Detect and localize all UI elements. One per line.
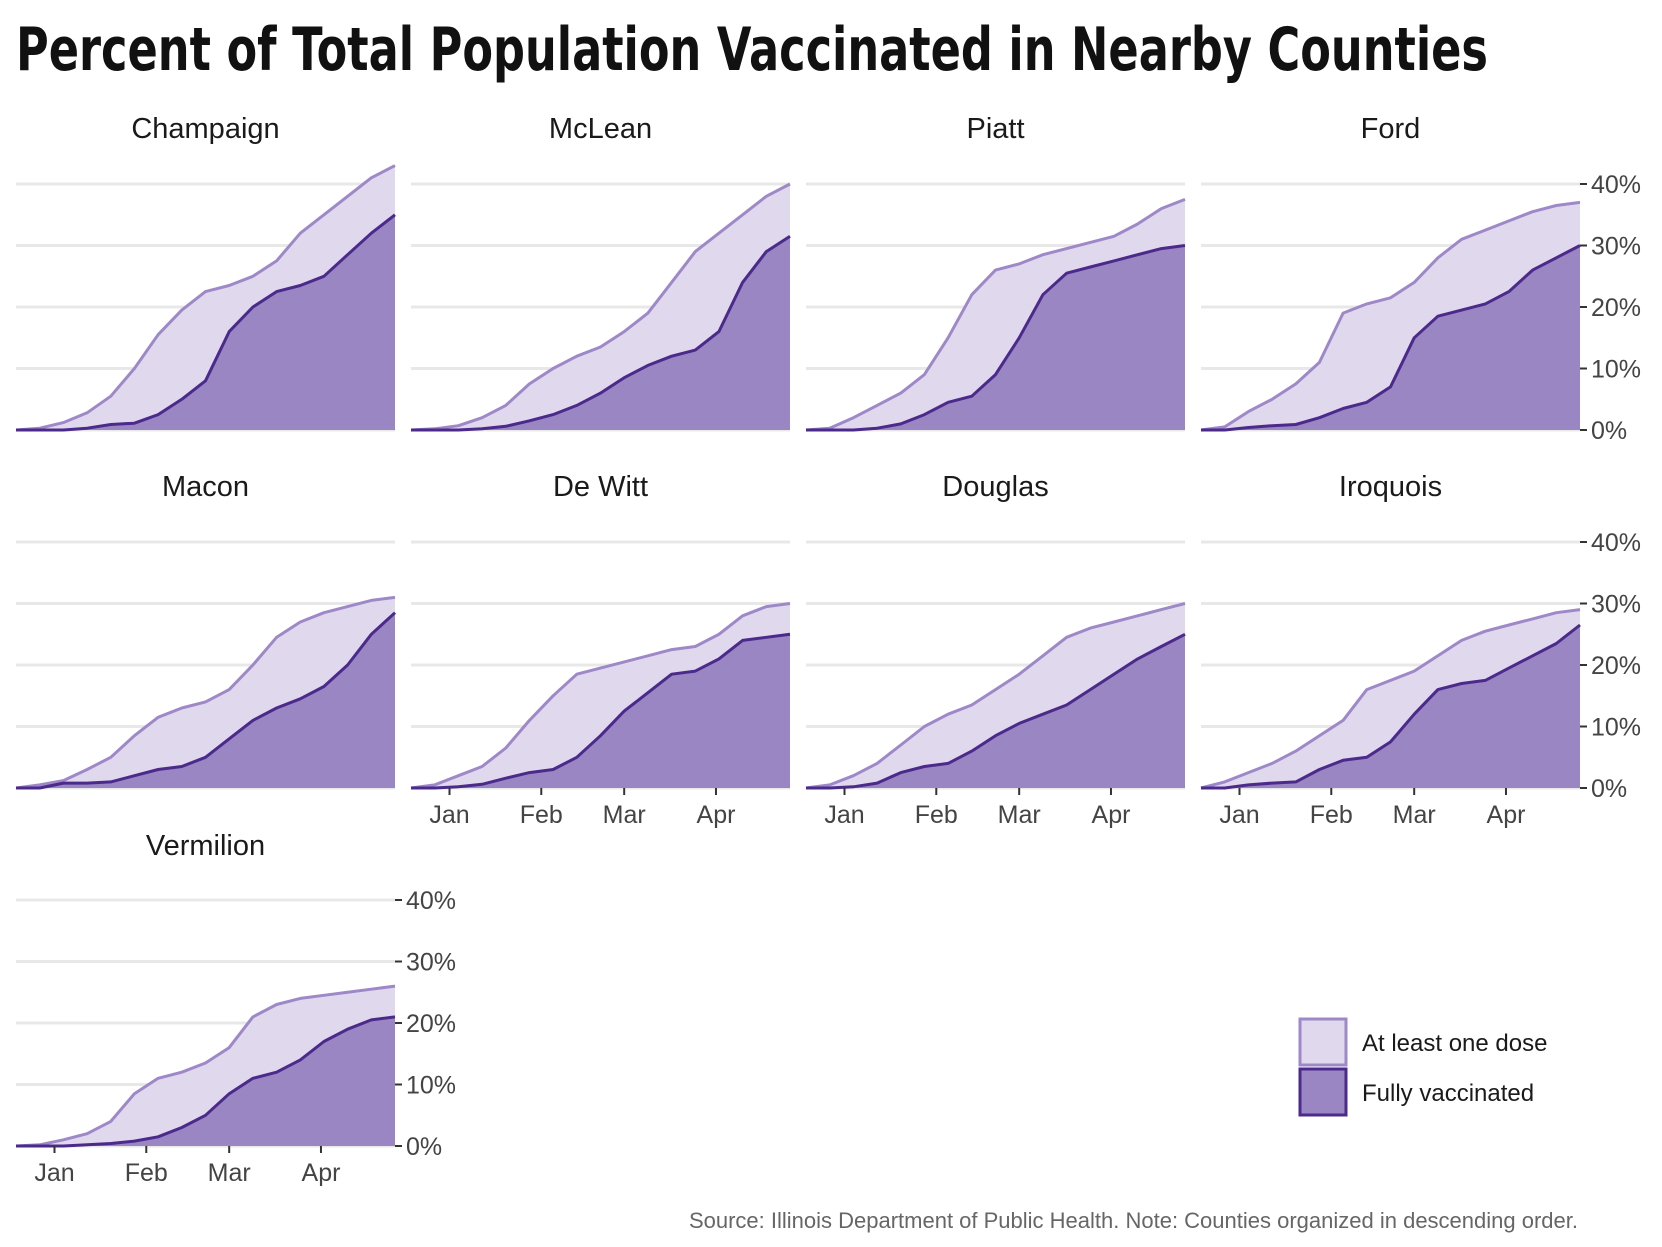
- x-tick-label: Jan: [34, 1159, 74, 1187]
- chart-title: Percent of Total Population Vaccinated i…: [16, 15, 1488, 85]
- full-area-piatt: [806, 245, 1185, 430]
- full-area-macon: [16, 612, 395, 788]
- y-tick-label: 20%: [1591, 294, 1641, 322]
- y-tick-label: 10%: [406, 1072, 456, 1100]
- x-tick-label: Apr: [1092, 801, 1131, 829]
- source-note: Source: Illinois Department of Public He…: [689, 1208, 1578, 1233]
- x-tick-label: Mar: [603, 801, 646, 829]
- one-dose-line-piatt: [805, 198, 1186, 432]
- full-line-macon: [16, 611, 397, 790]
- panel-title-de-witt: De Witt: [553, 471, 648, 503]
- y-tick-label: 0%: [1591, 775, 1627, 803]
- one-dose-line-champaign: [15, 164, 396, 432]
- full-area-douglas: [806, 634, 1185, 788]
- panel-champaign: Champaign: [15, 113, 396, 432]
- y-tick-label: 30%: [406, 949, 456, 977]
- panel-title-macon: Macon: [162, 471, 249, 503]
- panel-title-vermilion: Vermilion: [146, 830, 265, 862]
- y-tick-label: 20%: [1591, 652, 1641, 680]
- full-line-douglas: [806, 632, 1186, 790]
- panel-douglas: Douglas Jan Feb Mar Apr: [805, 471, 1186, 829]
- x-tick-label: Mar: [998, 801, 1041, 829]
- legend-label-one-dose: At least one dose: [1362, 1030, 1547, 1057]
- x-tick-label: Jan: [429, 801, 469, 829]
- x-tick-label: Mar: [208, 1159, 251, 1187]
- full-line-iroquois: [1201, 623, 1581, 790]
- x-tick-label: Mar: [1393, 801, 1436, 829]
- panel-de-witt: De Witt Jan Feb Mar Apr: [410, 471, 791, 829]
- x-tick-label: Apr: [302, 1159, 341, 1187]
- y-tick-label: 30%: [1591, 233, 1641, 261]
- y-tick-label: 40%: [406, 887, 456, 915]
- full-area-champaign: [16, 214, 395, 430]
- y-tick-label: 10%: [1591, 714, 1641, 742]
- one-dose-line-douglas: [805, 602, 1186, 790]
- full-area-vermilion: [16, 1016, 395, 1146]
- panel-title-piatt: Piatt: [966, 113, 1024, 145]
- full-line-ford: [1201, 244, 1581, 432]
- y-tick-label: 0%: [406, 1133, 442, 1161]
- y-tick-label: 0%: [1591, 417, 1627, 445]
- panel-title-champaign: Champaign: [131, 113, 279, 145]
- x-tick-label: Feb: [1310, 801, 1353, 829]
- one-dose-line-de-witt: [410, 602, 791, 790]
- legend: At least one dose Fully vaccinated: [1298, 1017, 1547, 1117]
- full-line-piatt: [806, 244, 1186, 432]
- y-tick-label: 40%: [1591, 529, 1641, 557]
- full-area-ford: [1201, 245, 1580, 430]
- full-area-mclean: [411, 236, 790, 430]
- full-line-vermilion: [16, 1015, 396, 1148]
- panel-mclean: McLean: [410, 113, 791, 432]
- full-line-de-witt: [411, 632, 791, 790]
- full-area-de-witt: [411, 634, 790, 788]
- full-line-mclean: [411, 235, 791, 432]
- legend-label-full: Fully vaccinated: [1362, 1080, 1534, 1107]
- panel-vermilion: Vermilion 0% 10% 20% 30% 40% Jan Feb Mar Apr: [15, 830, 456, 1187]
- one-dose-line-ford: [1200, 200, 1581, 432]
- x-tick-label: Feb: [915, 801, 958, 829]
- panel-title-douglas: Douglas: [942, 471, 1048, 503]
- y-tick-label: 10%: [1591, 356, 1641, 384]
- panel-ford: Ford 0% 10% 20% 30% 40%: [1200, 113, 1641, 445]
- x-tick-label: Feb: [125, 1159, 168, 1187]
- y-tick-label: 40%: [1591, 171, 1641, 199]
- legend-swatch-full: [1298, 1067, 1348, 1117]
- x-tick-label: Jan: [824, 801, 864, 829]
- panel-title-mclean: McLean: [549, 113, 652, 145]
- y-tick-label: 20%: [406, 1010, 456, 1038]
- x-tick-label: Apr: [1487, 801, 1526, 829]
- x-tick-label: Jan: [1219, 801, 1259, 829]
- full-area-iroquois: [1201, 625, 1580, 788]
- one-dose-line-macon: [15, 595, 396, 790]
- panel-iroquois: Iroquois 0% 10% 20% 30% 40% Jan Feb Mar Apr: [1200, 471, 1641, 829]
- one-dose-line-vermilion: [15, 984, 396, 1148]
- one-dose-line-mclean: [410, 182, 791, 432]
- one-dose-line-iroquois: [1200, 608, 1581, 790]
- x-tick-label: Apr: [697, 801, 736, 829]
- panels-group: Champaign McLean Piatt Ford 0% 10% 20% 30% 40% Ma…: [15, 113, 1641, 1187]
- y-tick-label: 30%: [1591, 591, 1641, 619]
- panel-title-ford: Ford: [1361, 113, 1421, 145]
- x-tick-label: Feb: [520, 801, 563, 829]
- full-line-champaign: [16, 213, 396, 432]
- panel-piatt: Piatt: [805, 113, 1186, 432]
- legend-swatch-one-dose: [1298, 1017, 1348, 1067]
- panel-macon: Macon: [15, 471, 397, 790]
- panel-title-iroquois: Iroquois: [1339, 471, 1442, 503]
